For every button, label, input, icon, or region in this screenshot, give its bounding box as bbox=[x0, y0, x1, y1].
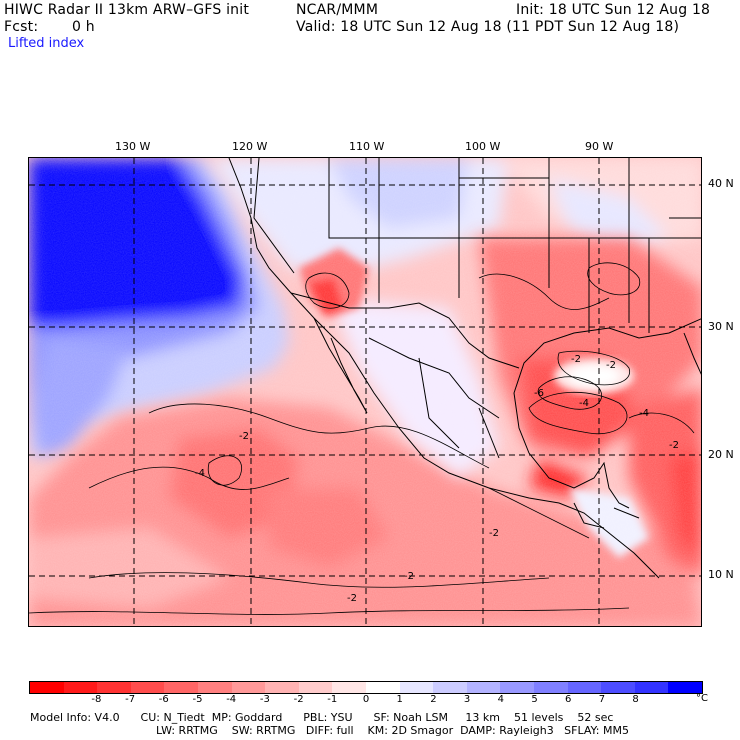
colorbar-tick-label: -7 bbox=[125, 694, 136, 705]
colorbar-swatch bbox=[164, 682, 198, 693]
colorbar-swatch bbox=[130, 682, 165, 693]
colorbar-swatch bbox=[500, 682, 534, 693]
contour-label: -2 bbox=[669, 440, 679, 451]
organization-label: NCAR/MMM bbox=[296, 2, 379, 18]
lon-label-110w: 110 W bbox=[349, 140, 385, 153]
colorbar-swatch bbox=[601, 682, 635, 693]
colorbar-tick-label: 5 bbox=[531, 694, 538, 705]
contour-label: -2 bbox=[239, 431, 249, 442]
contour-label: -2 bbox=[347, 593, 357, 604]
colorbar-tick-label: 8 bbox=[632, 694, 639, 705]
contour-label: -2 bbox=[404, 571, 414, 582]
colorbar-swatch bbox=[197, 682, 232, 693]
contour-label: -2 bbox=[489, 528, 499, 539]
colorbar-swatch bbox=[433, 682, 467, 693]
lat-label-20n: 20 N bbox=[708, 448, 734, 461]
model-info-line2: LW: RRTMG SW: RRTMG DIFF: full KM: 2D Sm… bbox=[156, 724, 629, 737]
contour-label: -4 bbox=[639, 408, 649, 419]
colorbar-tick-label: -3 bbox=[259, 694, 270, 705]
colorbar-tick-label: 0 bbox=[362, 694, 370, 705]
valid-time: Valid: 18 UTC Sun 12 Aug 18 (11 PDT Sun … bbox=[296, 19, 680, 35]
coastlines bbox=[228, 158, 701, 579]
lon-label-120w: 120 W bbox=[232, 140, 268, 153]
colorbar-tick-label: 1 bbox=[396, 694, 403, 705]
colorbar bbox=[29, 681, 703, 694]
colorbar-swatch bbox=[332, 682, 366, 693]
lat-lon-grid bbox=[29, 158, 701, 626]
lon-label-100w: 100 W bbox=[465, 140, 501, 153]
colorbar-swatch bbox=[30, 682, 64, 693]
colorbar-tick-label: 2 bbox=[430, 694, 437, 705]
colorbar-tick-label: -8 bbox=[91, 694, 102, 705]
colorbar-tick-label: -2 bbox=[293, 694, 304, 705]
colorbar-swatch bbox=[97, 682, 131, 693]
colorbar-swatch bbox=[231, 682, 266, 693]
colorbar-tick-label: 4 bbox=[497, 694, 504, 705]
map-canvas: -2 -4 -6 -2 -2 -2 -2 -2 -4 -4 -2 bbox=[29, 158, 701, 626]
colorbar-swatch bbox=[399, 682, 434, 693]
colorbar-tick-label: 6 bbox=[565, 694, 572, 705]
colorbar-swatch bbox=[668, 682, 702, 693]
colorbar-swatch bbox=[533, 682, 568, 693]
forecast-hour: 0 h bbox=[72, 19, 95, 35]
colorbar-labels: -8 -7 -6 -5 -4 -3 -2 -1 0 1 2 3 4 5 6 7 8 bbox=[29, 694, 703, 708]
init-time: Init: 18 UTC Sun 12 Aug 18 bbox=[516, 2, 711, 18]
colorbar-swatch bbox=[298, 682, 333, 693]
colorbar-unit: °C bbox=[696, 693, 708, 704]
colorbar-swatch bbox=[365, 682, 400, 693]
colorbar-tick-label: -6 bbox=[158, 694, 169, 705]
lat-label-30n: 30 N bbox=[708, 320, 734, 333]
colorbar-swatch bbox=[634, 682, 669, 693]
chart-title: HIWC Radar II 13km ARW–GFS init bbox=[4, 2, 250, 18]
contour-label: -2 bbox=[571, 354, 581, 365]
colorbar-tick-label: -5 bbox=[192, 694, 203, 705]
lon-label-130w: 130 W bbox=[115, 140, 151, 153]
colorbar-tick-label: -4 bbox=[226, 694, 237, 705]
texture-overlay bbox=[29, 158, 701, 626]
colorbar-swatch bbox=[265, 682, 299, 693]
colorbar-tick-label: -1 bbox=[327, 694, 338, 705]
lon-label-90w: 90 W bbox=[585, 140, 614, 153]
lat-label-40n: 40 N bbox=[708, 177, 734, 190]
contour-label: -4 bbox=[195, 468, 205, 479]
colorbar-tick-label: 3 bbox=[463, 694, 471, 705]
contour-label-group: -2 -4 -6 -2 -2 -2 -2 -2 -4 -4 -2 bbox=[195, 354, 679, 604]
colorbar-swatch bbox=[466, 682, 501, 693]
field-name: Lifted index bbox=[8, 36, 85, 51]
contour-label: -4 bbox=[579, 398, 589, 409]
colorbar-swatch bbox=[567, 682, 602, 693]
colorbar-swatch bbox=[63, 682, 98, 693]
lat-label-10n: 10 N bbox=[708, 568, 734, 581]
colorbar-tick-label: 7 bbox=[598, 694, 606, 705]
contour-lines bbox=[29, 262, 695, 615]
forecast-label: Fcst: bbox=[4, 19, 39, 35]
contour-label: -2 bbox=[606, 360, 616, 371]
lifted-index-map: -2 -4 -6 -2 -2 -2 -2 -2 -4 -4 -2 bbox=[28, 157, 702, 627]
model-info-line1: Model Info: V4.0 CU: N_Tiedt MP: Goddard… bbox=[30, 711, 614, 724]
contour-label: -6 bbox=[534, 388, 544, 399]
